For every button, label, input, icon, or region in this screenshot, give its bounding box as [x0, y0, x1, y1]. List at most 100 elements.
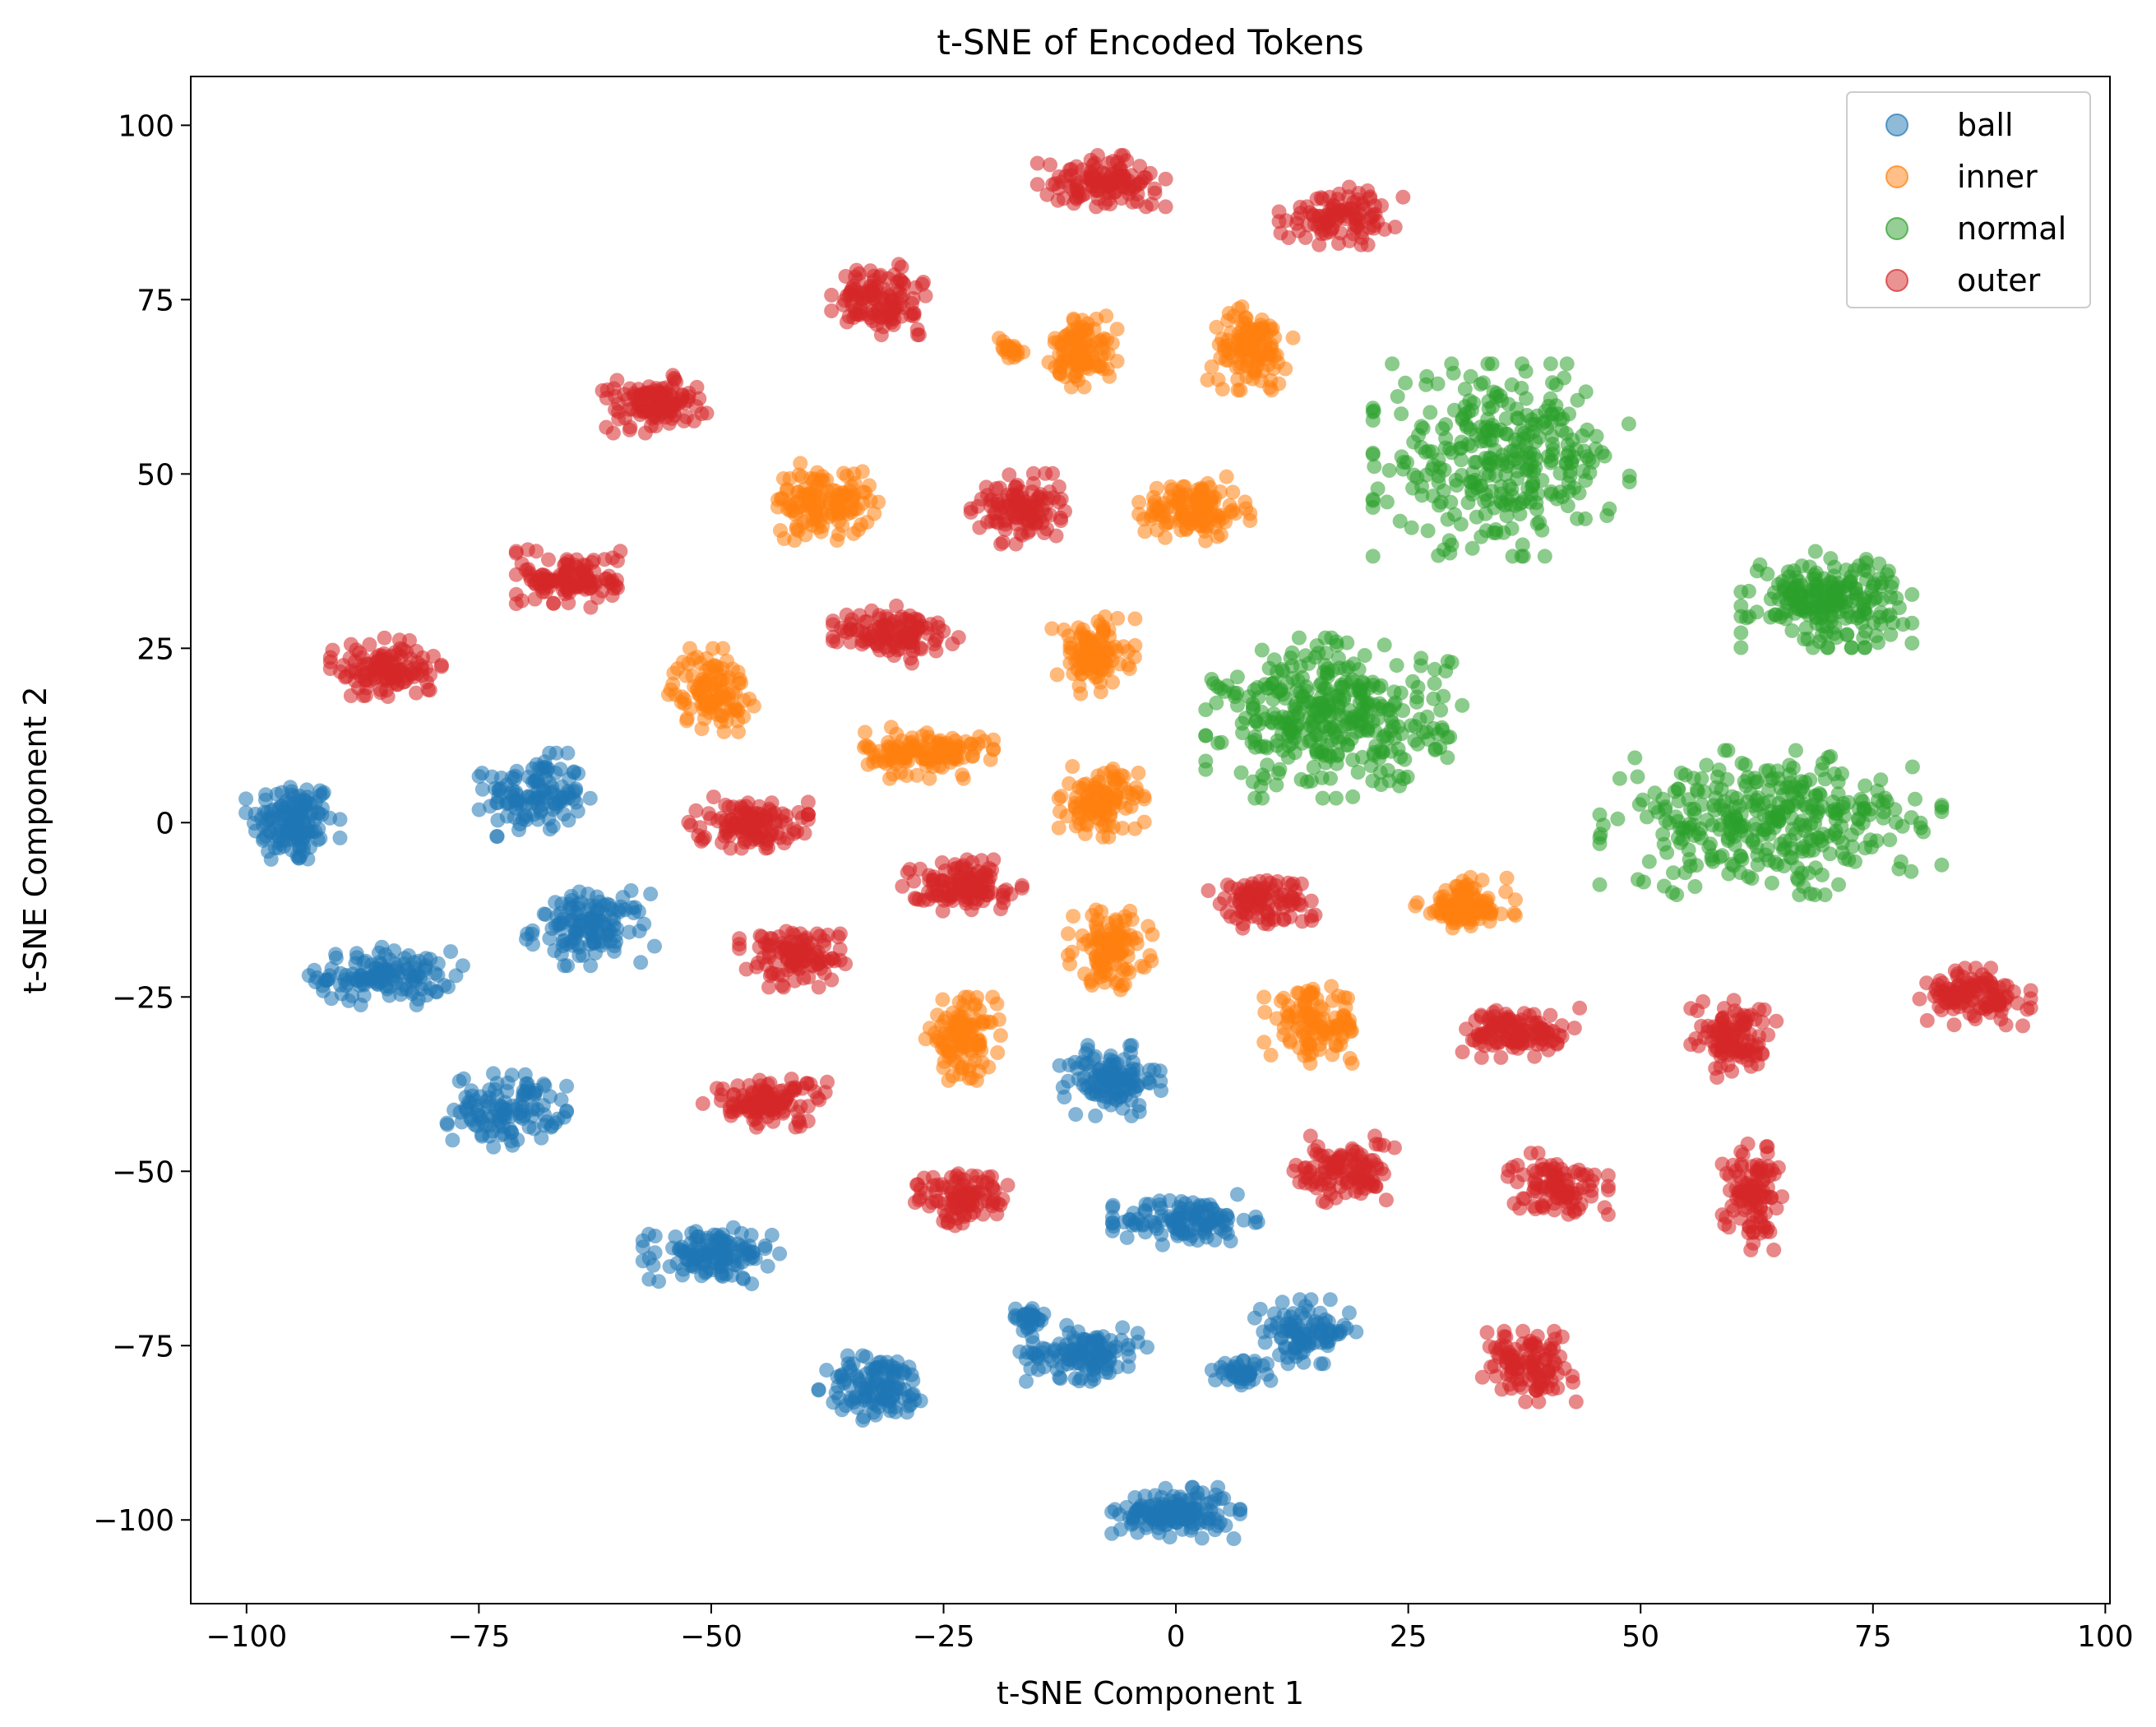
point: [872, 1384, 888, 1400]
point: [1241, 689, 1256, 705]
point: [1204, 672, 1219, 687]
point: [1123, 168, 1139, 183]
point: [791, 467, 807, 483]
point: [1198, 533, 1214, 549]
point: [238, 805, 254, 821]
point: [1236, 1212, 1251, 1228]
point: [559, 1078, 575, 1094]
point: [1565, 433, 1580, 447]
point: [985, 989, 1001, 1005]
point: [328, 950, 344, 965]
point: [1682, 859, 1698, 874]
point: [1214, 382, 1230, 397]
point: [1127, 611, 1143, 627]
point: [516, 1087, 531, 1103]
point: [997, 493, 1012, 508]
point: [1061, 343, 1076, 359]
point: [974, 1015, 990, 1030]
point: [1244, 324, 1260, 340]
point: [976, 734, 992, 749]
point: [1876, 804, 1892, 820]
cluster-outer-1: [1029, 148, 1173, 215]
point: [1131, 494, 1147, 510]
point: [1278, 361, 1293, 377]
point: [1612, 771, 1627, 786]
point: [1344, 1056, 1360, 1071]
point: [1543, 356, 1558, 372]
point: [1545, 375, 1560, 391]
cluster-ball-1: [238, 780, 348, 867]
point: [505, 1137, 520, 1153]
point: [489, 829, 505, 845]
point: [1142, 947, 1158, 963]
point: [1163, 489, 1177, 505]
point: [1247, 790, 1263, 806]
point: [275, 833, 290, 848]
point: [542, 745, 558, 761]
point: [1559, 448, 1575, 464]
point: [901, 1359, 917, 1375]
point: [1088, 1108, 1103, 1123]
point: [1480, 356, 1496, 372]
point: [1316, 699, 1332, 715]
point: [574, 914, 590, 928]
point: [942, 1026, 958, 1042]
point: [647, 1229, 663, 1243]
point: [1773, 609, 1788, 625]
point: [725, 1220, 741, 1235]
point: [1127, 178, 1142, 194]
point: [796, 515, 812, 530]
point: [1673, 835, 1688, 850]
point: [1871, 571, 1887, 586]
point: [968, 997, 983, 1012]
point: [542, 822, 558, 837]
point: [1150, 503, 1166, 519]
point: [1904, 615, 1920, 631]
cluster-inner-10: [1061, 902, 1160, 998]
point: [1350, 765, 1366, 780]
point: [1521, 451, 1537, 466]
point: [1357, 648, 1372, 663]
point: [1219, 469, 1234, 484]
point: [598, 572, 613, 587]
point: [1733, 640, 1749, 655]
point: [606, 381, 622, 396]
point: [1024, 1317, 1039, 1332]
point: [1238, 494, 1253, 510]
point: [1431, 452, 1446, 468]
point: [1095, 829, 1111, 845]
point: [1435, 896, 1450, 911]
point: [522, 566, 538, 581]
point: [1463, 368, 1478, 384]
point: [546, 595, 562, 611]
cluster-outer-3: [824, 257, 933, 343]
point: [1289, 1004, 1303, 1020]
point: [1708, 790, 1723, 806]
point: [576, 947, 590, 963]
point: [494, 1127, 510, 1143]
point: [1133, 1498, 1149, 1513]
series-inner: [661, 299, 1523, 1088]
point: [1263, 1048, 1279, 1063]
point: [1883, 627, 1899, 642]
point: [773, 523, 788, 539]
point: [1823, 551, 1839, 567]
cluster-ball-13: [1007, 1301, 1052, 1338]
point: [1398, 375, 1413, 391]
point: [1113, 1521, 1128, 1537]
point: [1198, 728, 1214, 743]
point: [1171, 1222, 1186, 1238]
point: [692, 676, 708, 692]
point: [1376, 637, 1392, 653]
point: [451, 1073, 467, 1089]
point: [508, 567, 524, 582]
point: [1354, 225, 1369, 240]
point: [1839, 604, 1855, 620]
cluster-inner-5: [992, 331, 1031, 366]
point: [1597, 448, 1612, 464]
point: [1532, 515, 1548, 530]
point: [1358, 695, 1374, 711]
point: [788, 495, 803, 511]
point: [1349, 1324, 1364, 1340]
point: [1848, 854, 1862, 869]
